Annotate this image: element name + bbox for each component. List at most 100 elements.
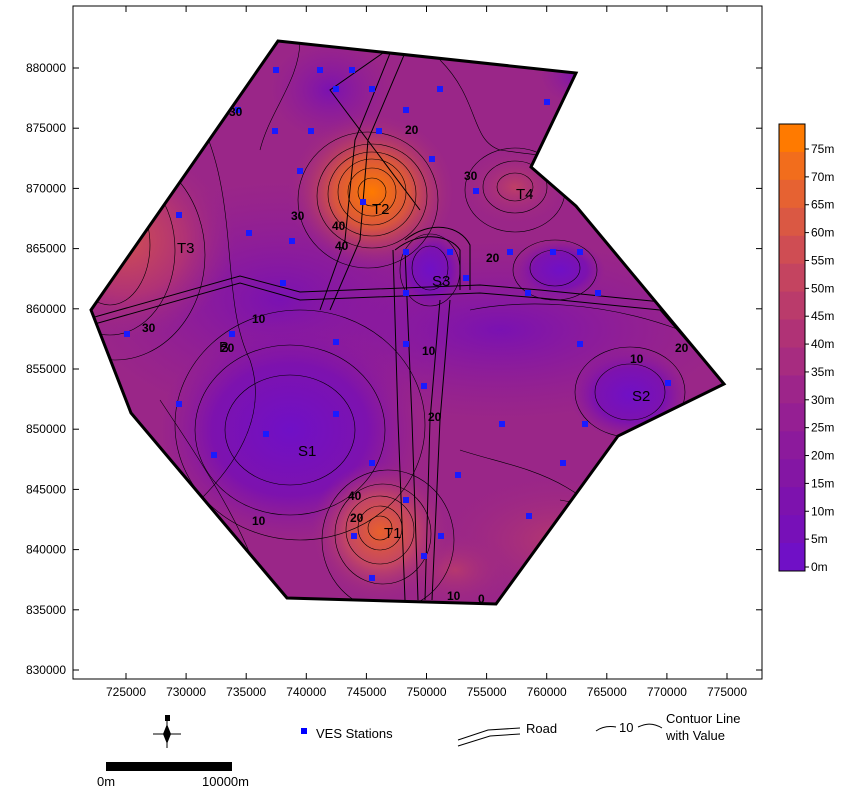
zone-label-t4: T4 (516, 186, 534, 203)
color-scale-label: 55m (811, 253, 834, 267)
ves-station-marker (665, 380, 671, 386)
color-scale-label: 0m (811, 560, 828, 574)
y-tick-label: 860000 (26, 302, 66, 316)
zone-label-t1: T1 (384, 525, 402, 542)
zone-label-s1: S1 (298, 443, 316, 460)
y-tick-label: 855000 (26, 362, 66, 376)
ves-station-marker (280, 280, 286, 286)
ves-station-marker (550, 249, 556, 255)
scale-bar-end-label: 10000m (202, 774, 249, 789)
ves-station-marker (499, 421, 505, 427)
contour-label: 40 (335, 239, 349, 253)
x-tick-label: 745000 (346, 685, 386, 699)
ves-station-marker (333, 86, 339, 92)
color-scale-segment (779, 319, 805, 348)
ves-station-marker (403, 497, 409, 503)
y-tick-label: 880000 (26, 61, 66, 75)
ves-station-marker (437, 86, 443, 92)
ves-station-marker (360, 199, 366, 205)
color-scale-segment (779, 207, 805, 237)
color-scale-segment (779, 263, 805, 293)
ves-station-marker (376, 128, 382, 134)
ves-station-marker (403, 341, 409, 347)
color-scale-frame (778, 123, 806, 572)
x-tick-label: 770000 (647, 685, 687, 699)
color-scale-label: 10m (811, 504, 834, 518)
contour-label: 20 (486, 251, 500, 265)
ves-station-marker (455, 472, 461, 478)
contour-labels-layer: 10 10 10 10 20 20 20 20 30 30 30 40 40 3… (142, 105, 689, 606)
ves-station-marker (473, 188, 479, 194)
ves-station-marker (246, 230, 252, 236)
ves-station-marker (429, 156, 435, 162)
color-scale-label: 45m (811, 309, 834, 323)
color-scale-label: 60m (811, 226, 834, 240)
legend-contour-label-line1: Contuor Line (666, 711, 740, 726)
ves-station-marker (211, 452, 217, 458)
ves-station-marker (124, 331, 130, 337)
ves-station-marker (289, 238, 295, 244)
color-scale-segment (779, 459, 805, 488)
x-tick-label: 765000 (587, 685, 627, 699)
contour-label: 20 (675, 341, 689, 355)
scale-bar: 0m 10000m (97, 762, 249, 789)
ves-station-marker (229, 331, 235, 337)
color-scale-segment (779, 179, 805, 209)
ves-stations-layer (124, 67, 671, 581)
contour-label: 10 (630, 352, 644, 366)
road-symbol (457, 727, 521, 747)
ves-station-marker (582, 421, 588, 427)
x-tick-label: 755000 (467, 685, 507, 699)
scale-bar-start-label: 0m (97, 774, 115, 789)
color-scale-segment (779, 291, 805, 321)
ves-station-marker (507, 249, 513, 255)
x-tick-label: 750000 (406, 685, 446, 699)
ves-station-marker (273, 67, 279, 73)
x-tick-label: 735000 (226, 685, 266, 699)
ves-station-marker (560, 460, 566, 466)
y-tick-label: 840000 (26, 543, 66, 557)
ves-station-marker (463, 275, 469, 281)
ves-station-marker (544, 99, 550, 105)
color-scale-label: 75m (811, 142, 834, 156)
color-scale-segment (779, 375, 805, 404)
ves-station-marker (369, 86, 375, 92)
legend-contour-label-line2: with Value (665, 728, 725, 743)
y-tick-label: 845000 (26, 482, 66, 496)
contour-label: 20 (350, 511, 364, 525)
ves-station-marker (176, 401, 182, 407)
color-scale: 75m 70m 65m 60m 55m 50m 45m 40m 35m 30m 25m 20m 15m 1… (778, 123, 834, 574)
y-tick-label: 850000 (26, 422, 66, 436)
contour-label: 40 (332, 219, 346, 233)
ves-station-marker (447, 249, 453, 255)
ves-station-marker (526, 513, 532, 519)
contour-label: 30 (142, 321, 156, 335)
x-axis: 725000 730000 735000 740000 745000 750000 7550… (106, 6, 747, 699)
y-tick-label: 875000 (26, 121, 66, 135)
y-tick-label: 870000 (26, 181, 66, 195)
survey-boundary (89, 39, 727, 606)
ves-station-marker (403, 290, 409, 296)
color-scale-segment (779, 347, 805, 376)
ves-station-marker (263, 431, 269, 437)
x-tick-label: 725000 (106, 685, 146, 699)
color-scale-label: 40m (811, 337, 834, 351)
contour-label: 10 (447, 589, 461, 603)
y-tick-label: 830000 (26, 663, 66, 677)
zone-label-t3: T3 (177, 240, 195, 257)
y-tick-label: 835000 (26, 603, 66, 617)
map-legend: VES Stations Road 10 Contuor Line with V… (301, 711, 740, 747)
color-scale-segment (779, 124, 805, 153)
north-arrow-icon (153, 715, 181, 748)
ves-station-marker (369, 460, 375, 466)
ves-station-marker (369, 575, 375, 581)
x-tick-label: 775000 (707, 685, 747, 699)
ves-station-marker (333, 339, 339, 345)
color-scale-segment (779, 403, 805, 432)
ves-station-marker (297, 168, 303, 174)
color-scale-segment (779, 487, 805, 516)
color-scale-label: 25m (811, 421, 834, 435)
ves-station-marker (421, 553, 427, 559)
contour-label: 10 (252, 514, 266, 528)
ves-station-marker (308, 128, 314, 134)
